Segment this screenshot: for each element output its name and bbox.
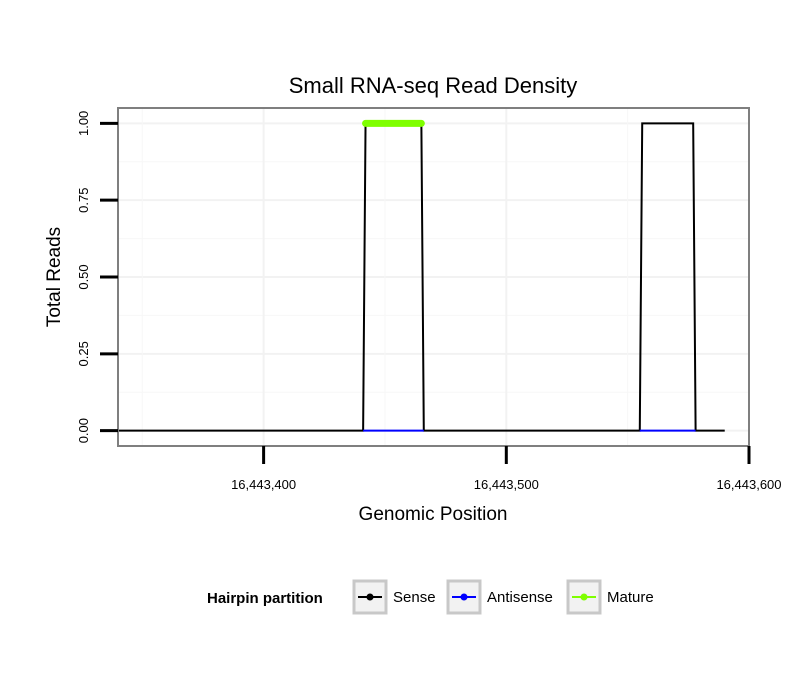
chart-title: Small RNA-seq Read Density — [289, 73, 578, 98]
y-axis: 0.00 0.25 0.50 0.75 1.00 — [76, 111, 118, 443]
series-layer — [118, 119, 725, 432]
legend-label-antisense: Antisense — [487, 589, 553, 606]
y-tick-label: 0.25 — [76, 341, 91, 366]
legend-key-point — [460, 593, 468, 601]
legend-items: Sense Antisense Mature — [352, 579, 654, 615]
x-tick-label: 16,443,600 — [716, 477, 781, 492]
legend-key-point — [366, 593, 374, 601]
y-tick-label: 0.75 — [76, 188, 91, 213]
y-tick-label: 0.00 — [76, 418, 91, 443]
x-tick-label: 16,443,500 — [474, 477, 539, 492]
legend-label-sense: Sense — [393, 589, 436, 606]
legend-label-mature: Mature — [607, 589, 654, 606]
series-sense-line — [118, 122, 725, 432]
y-axis-title: Total Reads — [44, 227, 65, 327]
y-tick-label: 1.00 — [76, 111, 91, 136]
legend-key-point — [580, 593, 588, 601]
x-axis: 16,443,400 16,443,500 16,443,600 — [231, 446, 782, 492]
y-tick-label: 0.50 — [76, 264, 91, 289]
legend-title: Hairpin partition — [207, 590, 323, 607]
x-tick-label: 16,443,400 — [231, 477, 296, 492]
legend: Hairpin partition Sense Antisense Mature — [207, 579, 654, 615]
x-axis-title: Genomic Position — [359, 504, 508, 525]
plot-panel — [117, 107, 750, 447]
